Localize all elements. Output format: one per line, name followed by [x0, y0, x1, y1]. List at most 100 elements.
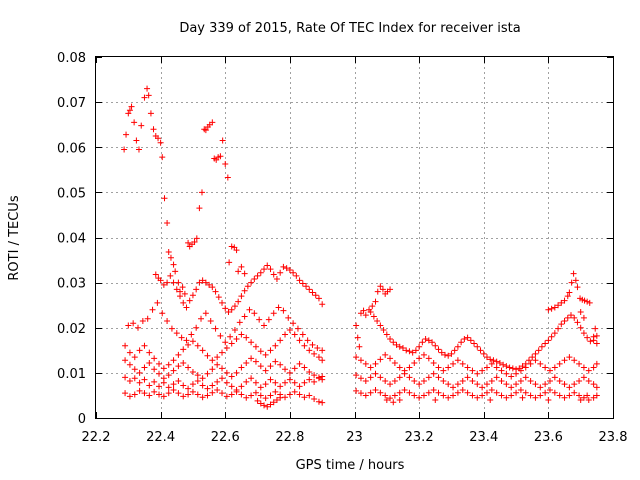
data-point: [306, 376, 313, 383]
data-point: [440, 377, 447, 384]
data-point: [571, 381, 578, 388]
data-point: [262, 351, 269, 358]
data-point: [471, 340, 478, 347]
data-point: [469, 392, 476, 399]
data-point: [165, 248, 172, 255]
data-point: [450, 392, 457, 399]
data-point: [131, 119, 138, 126]
data-point: [558, 321, 565, 328]
data-point: [311, 350, 318, 357]
data-point: [160, 281, 167, 288]
data-point: [285, 314, 292, 321]
data-point: [156, 391, 163, 398]
data-point: [283, 265, 290, 272]
data-point: [590, 333, 597, 340]
data-point: [500, 361, 507, 368]
data-point: [170, 357, 177, 364]
data-point: [199, 347, 206, 354]
data-point: [319, 376, 326, 383]
data-point: [538, 343, 545, 350]
x-tick-label: 23: [346, 430, 363, 445]
data-point: [246, 306, 253, 313]
data-point: [212, 325, 219, 332]
data-point: [126, 349, 133, 356]
data-point: [219, 375, 226, 382]
data-point: [422, 336, 429, 343]
data-point: [566, 384, 573, 391]
data-point: [425, 374, 432, 381]
data-point: [546, 367, 553, 374]
x-tick-label: 22.2: [82, 430, 111, 445]
data-point: [224, 174, 231, 181]
data-point: [299, 280, 306, 287]
data-point: [474, 370, 481, 377]
data-point: [420, 377, 427, 384]
data-point: [256, 316, 263, 323]
data-point: [311, 396, 318, 403]
data-point: [315, 398, 322, 405]
data-point: [126, 361, 133, 368]
data-point: [165, 361, 172, 368]
data-point: [238, 331, 245, 338]
data-point: [286, 391, 293, 398]
data-point: [254, 272, 261, 279]
data-point: [228, 306, 235, 313]
data-point: [367, 308, 374, 315]
data-point: [454, 381, 461, 388]
data-point: [430, 359, 437, 366]
data-point: [160, 393, 167, 400]
x-axis-ticks: 22.2 22.4 22.6 22.8 23 23.2 23.4 23.6 23.8: [82, 57, 627, 445]
x-tick-label: 23.4: [469, 430, 498, 445]
data-point: [380, 327, 387, 334]
data-point: [450, 384, 457, 391]
data-point: [584, 392, 591, 399]
data-point: [265, 316, 272, 323]
data-point: [551, 389, 558, 396]
data-point: [362, 392, 369, 399]
data-point: [535, 347, 542, 354]
data-point: [264, 403, 271, 410]
data-points: [121, 85, 600, 410]
x-tick-label: 22.4: [146, 430, 175, 445]
data-point: [228, 391, 235, 398]
data-point: [185, 239, 192, 246]
data-point: [181, 290, 188, 297]
data-point: [248, 375, 255, 382]
data-point: [223, 393, 230, 400]
data-point: [406, 364, 413, 371]
data-point: [312, 292, 319, 299]
data-point: [165, 372, 172, 379]
data-point: [294, 325, 301, 332]
data-point: [257, 348, 264, 355]
data-point: [257, 392, 264, 399]
data-point: [214, 387, 221, 394]
data-point: [377, 374, 384, 381]
data-point: [277, 361, 284, 368]
data-point: [261, 402, 268, 409]
data-point: [429, 339, 436, 346]
data-point: [532, 394, 539, 401]
data-point: [189, 368, 196, 375]
data-point: [180, 346, 187, 353]
data-point: [587, 338, 594, 345]
data-point: [180, 382, 187, 389]
data-point: [286, 376, 293, 383]
data-point: [248, 392, 255, 399]
data-point: [198, 315, 205, 322]
data-point: [584, 298, 591, 305]
data-point: [219, 137, 226, 144]
data-point: [272, 379, 279, 386]
data-point: [196, 205, 203, 212]
data-point: [435, 389, 442, 396]
data-point: [464, 334, 471, 341]
data-point: [206, 281, 213, 288]
data-point: [251, 310, 258, 317]
data-point: [367, 389, 374, 396]
data-point: [574, 284, 581, 291]
data-point: [277, 337, 284, 344]
data-point: [522, 364, 529, 371]
data-point: [390, 399, 397, 406]
data-point: [254, 397, 261, 404]
data-point: [377, 322, 384, 329]
